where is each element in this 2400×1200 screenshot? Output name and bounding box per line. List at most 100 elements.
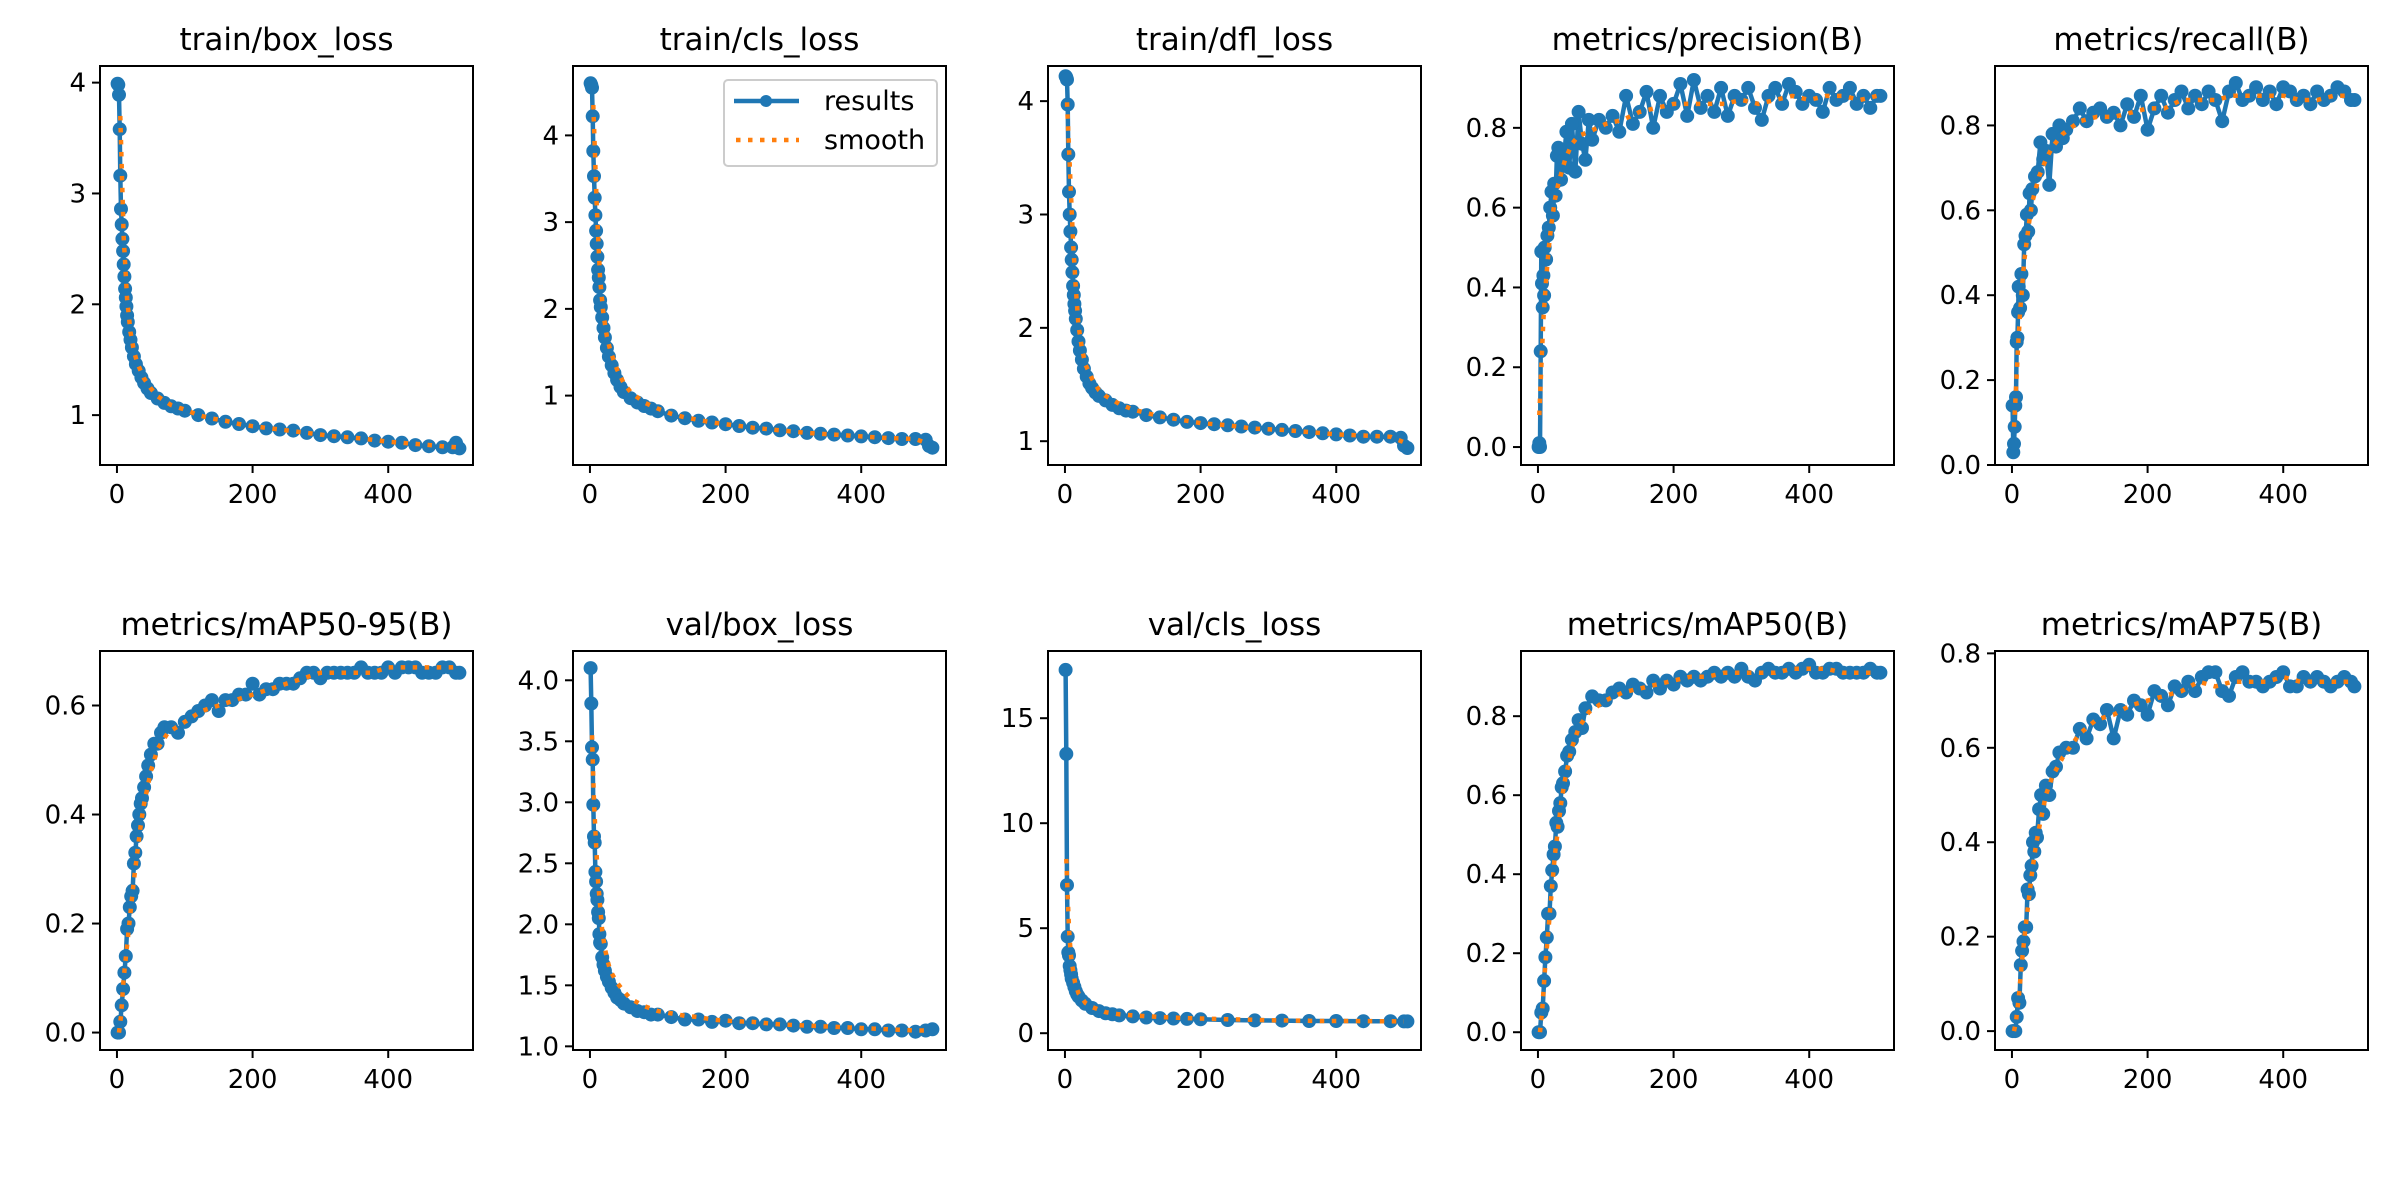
y-tick-label: 4.0 xyxy=(518,666,559,696)
y-tick-label: 3.0 xyxy=(518,788,559,818)
x-tick-label: 200 xyxy=(2123,1065,2173,1095)
results-point xyxy=(2010,330,2025,345)
y-tick-label: 0.6 xyxy=(1466,781,1507,811)
results-point xyxy=(2079,731,2094,746)
results-point xyxy=(1568,164,1583,179)
x-tick-label: 200 xyxy=(1176,480,1226,510)
results-point xyxy=(1064,240,1079,255)
y-tick-label: 0.6 xyxy=(1940,734,1981,764)
results-point xyxy=(881,431,896,446)
y-tick-label: 4 xyxy=(69,69,86,99)
results-point xyxy=(2099,703,2114,717)
results-point xyxy=(381,434,396,449)
results-point xyxy=(2030,165,2045,180)
results-point xyxy=(286,423,301,438)
results-point xyxy=(2160,698,2175,713)
y-tick-label: 0.2 xyxy=(1466,353,1507,383)
axes-frame xyxy=(1047,65,1422,466)
x-tick-label: 200 xyxy=(228,1065,278,1095)
results-point xyxy=(1562,744,1577,759)
results-point xyxy=(2347,679,2362,694)
results-point xyxy=(2120,707,2135,722)
x-tick-label: 400 xyxy=(836,1065,886,1095)
axes-frame xyxy=(1520,65,1895,466)
results-point xyxy=(245,676,260,691)
results-point xyxy=(925,1022,940,1037)
y-tick-label: 2.5 xyxy=(518,849,559,879)
smooth-line xyxy=(118,115,457,450)
results-point xyxy=(122,900,137,915)
y-tick-label: 4 xyxy=(542,121,559,151)
results-point xyxy=(732,1016,747,1031)
results-point xyxy=(1400,441,1415,455)
y-tick-label: 0.6 xyxy=(1466,194,1507,224)
x-tick-label: 200 xyxy=(2123,480,2173,510)
results-point xyxy=(2154,88,2169,103)
plot-area xyxy=(583,76,940,455)
results-point xyxy=(2174,84,2189,99)
results-point xyxy=(1551,140,1566,155)
results-point xyxy=(2093,717,2108,732)
x-tick-label: 0 xyxy=(109,1065,126,1095)
results-point xyxy=(1545,863,1560,878)
smooth-line xyxy=(1537,666,1877,1033)
panel-metrics-map50-b: metrics/mAP50(B) 0 200 400 0.0 0.2 0.4 0.6 0.8 xyxy=(1466,607,1895,1095)
results-point xyxy=(1741,80,1756,95)
results-point xyxy=(1356,1014,1371,1029)
panel-title: metrics/mAP75(B) xyxy=(2041,607,2322,643)
y-tick-label: 3 xyxy=(69,179,86,209)
axes-frame xyxy=(572,65,947,466)
panel-metrics-precision-b: metrics/precision(B) 0 200 400 0.0 0.2 0.4 0.6 0… xyxy=(1466,22,1895,510)
panel-val-box-loss: val/box_loss 0 200 400 1.0 1.5 2.0 2.5 3.0 3.5 4.0 xyxy=(518,607,947,1095)
results-point xyxy=(452,665,467,680)
results-point xyxy=(1639,84,1654,99)
results-point xyxy=(1714,80,1729,95)
y-tick-label: 0.2 xyxy=(1940,923,1981,953)
panel-metrics-map50-95-b: metrics/mAP50-95(B) 0 200 400 0.0 0.2 0.4 0.6 xyxy=(45,607,474,1095)
results-point xyxy=(1275,1013,1289,1028)
y-tick-label: 3.5 xyxy=(518,727,559,757)
results-point xyxy=(116,257,131,272)
y-tick-label: 10 xyxy=(1001,809,1034,839)
axes-frame xyxy=(1994,65,2369,466)
x-tick-label: 0 xyxy=(1530,480,1547,510)
plot-area xyxy=(1058,662,1415,1029)
results-point xyxy=(2013,300,2028,315)
results-point xyxy=(650,1007,665,1022)
results-point xyxy=(111,77,126,92)
results-point xyxy=(586,797,601,812)
x-tick-label: 400 xyxy=(363,1065,413,1095)
legend: results smooth xyxy=(723,79,938,167)
results-point xyxy=(2072,101,2087,116)
plot-area xyxy=(1058,69,1415,455)
x-tick-label: 0 xyxy=(109,480,126,510)
plot-area xyxy=(1531,657,1888,1040)
results-point xyxy=(2133,88,2148,103)
results-point xyxy=(1693,100,1708,115)
panel-title: metrics/precision(B) xyxy=(1552,22,1864,58)
results-point xyxy=(1619,88,1634,103)
results-point xyxy=(2188,684,2203,699)
y-tick-label: 3 xyxy=(542,208,559,238)
x-tick-label: 400 xyxy=(1311,480,1361,510)
results-point xyxy=(2249,80,2264,95)
results-point xyxy=(2140,122,2155,137)
plot-area xyxy=(2005,665,2362,1039)
y-tick-label: 0.8 xyxy=(1466,114,1507,144)
results-point xyxy=(2106,731,2121,746)
results-point xyxy=(118,949,133,964)
results-point xyxy=(813,426,828,441)
x-tick-label: 400 xyxy=(1311,1065,1361,1095)
results-point xyxy=(908,1024,923,1039)
results-point xyxy=(1234,419,1249,434)
results-point xyxy=(2215,114,2230,129)
results-point xyxy=(2007,436,2021,451)
y-tick-label: 0.0 xyxy=(1940,1017,1981,1047)
results-point xyxy=(367,433,382,448)
results-point xyxy=(1564,116,1579,131)
axes-frame xyxy=(99,65,474,466)
results-point xyxy=(1598,120,1613,135)
results-point xyxy=(1680,108,1695,123)
results-point xyxy=(2222,688,2236,703)
x-tick-label: 200 xyxy=(1649,480,1699,510)
